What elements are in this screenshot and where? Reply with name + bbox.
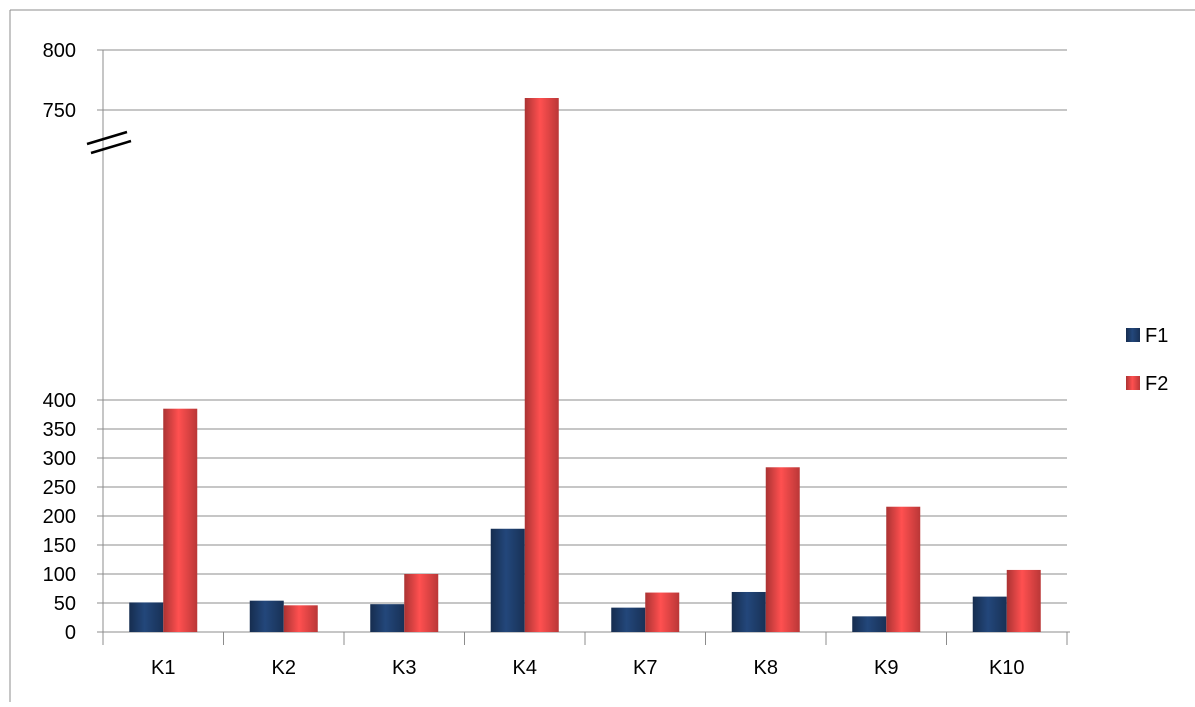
bars [129, 98, 1041, 632]
bar-f1-k8 [731, 591, 766, 632]
axes [86, 49, 1070, 645]
y-tick-label: 50 [54, 593, 76, 615]
y-tick-label: 0 [65, 622, 76, 644]
legend-swatch [1126, 328, 1140, 342]
y-tick-label: 750 [43, 100, 76, 122]
bar-f1-k10 [972, 596, 1007, 632]
x-tick-label: K2 [272, 657, 296, 679]
y-tick-label: 250 [43, 477, 76, 499]
bar-f2-k1 [163, 408, 198, 632]
y-tick-label: 100 [43, 564, 76, 586]
bar-f1-k1 [129, 602, 164, 632]
bar-f1-k2 [249, 600, 284, 632]
y-tick-label: 150 [43, 535, 76, 557]
axis-labels: 0 50 100 150 200 250 300 350 400 750 800 K1 K2 K3 K4 K7… [43, 40, 1025, 679]
bar-f1-k3 [370, 604, 405, 632]
bar-f2-k7 [645, 592, 680, 632]
x-tick-label: K3 [392, 657, 416, 679]
bar-f1-k4 [490, 528, 525, 632]
bar-f1-k9 [852, 616, 887, 632]
y-tick-label: 350 [43, 419, 76, 441]
y-tick-label: 400 [43, 390, 76, 412]
bar-f2-k3 [404, 574, 439, 632]
bar-f1-k7 [611, 607, 646, 632]
y-tick-label: 200 [43, 506, 76, 528]
axis-break-line [90, 139, 132, 155]
bar-f2-k8 [765, 467, 800, 632]
legend: F1 F2 [1126, 325, 1168, 395]
bar-f2-k4 [524, 98, 559, 632]
bar-f2-k9 [886, 506, 921, 632]
legend-swatch [1126, 376, 1140, 390]
x-tick-label: K7 [633, 657, 657, 679]
legend-label: F2 [1145, 373, 1168, 395]
legend-label: F1 [1145, 325, 1168, 347]
x-tick-label: K4 [513, 657, 537, 679]
y-tick-label: 800 [43, 40, 76, 62]
bar-f2-k10 [1006, 569, 1041, 632]
y-tick-label: 300 [43, 448, 76, 470]
x-tick-label: K10 [989, 657, 1025, 679]
gridlines [103, 49, 1067, 633]
axis-break-marker [86, 130, 132, 155]
bar-f2-k2 [283, 605, 318, 632]
axis-break-line [86, 130, 128, 146]
x-tick-label: K1 [151, 657, 175, 679]
x-tick-label: K9 [874, 657, 898, 679]
x-tick-label: K8 [754, 657, 778, 679]
